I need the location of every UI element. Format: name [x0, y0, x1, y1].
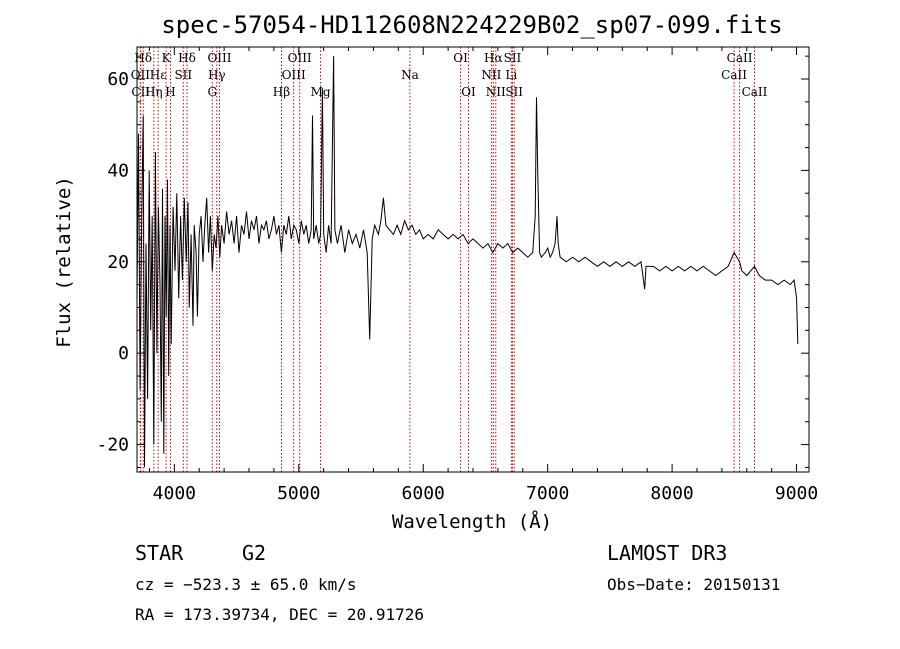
y-axis-label: Flux (relative) [53, 176, 75, 348]
spectral-line-label: OII [131, 68, 151, 82]
spectral-line-label: Hδ [178, 51, 196, 65]
survey-name: LAMOST DR3 [607, 541, 727, 565]
spectral-line-label: OIII [207, 51, 231, 65]
x-tick-label: 8000 [650, 483, 693, 504]
spectral-line-label: K [162, 51, 172, 65]
spectral-line-label: NII [481, 68, 501, 82]
spectral-line-label: Hβ [273, 85, 290, 99]
x-tick-label: 5000 [277, 483, 320, 504]
spectral-line-label: NII [486, 85, 506, 99]
spectral-line-label: Hδ [134, 51, 152, 65]
y-axis-ticks: -20 0 20 40 60 [96, 55, 809, 468]
spectral-line-label: CaII [721, 68, 747, 82]
y-tick-label: 60 [107, 69, 129, 90]
spectral-line-label: SII [505, 85, 523, 99]
plot-frame [136, 46, 810, 473]
spectral-line-label: CaII [742, 85, 768, 99]
spectral-line-label: CII [131, 85, 150, 99]
spectral-line-label: CaII [727, 51, 753, 65]
spectral-line-label: Hε [150, 68, 167, 82]
spectral-line-label: SII [174, 68, 192, 82]
y-tick-label: 20 [107, 252, 129, 273]
y-tick-label: 0 [118, 343, 129, 364]
y-tick-label: -20 [96, 435, 129, 456]
object-subclass: G2 [242, 541, 266, 565]
spectrum-line [136, 56, 799, 468]
chart-title: spec-57054-HD112608N224229B02_sp07-099.f… [161, 11, 782, 39]
spectral-line-label: G [207, 85, 217, 99]
spectral-line-label: Li [505, 68, 517, 82]
spectral-line-label: OIII [288, 51, 312, 65]
x-axis-label: Wavelength (Å) [392, 510, 552, 533]
redshift-velocity: cz = −523.3 ± 65.0 km/s [135, 575, 357, 594]
y-tick-label: 40 [107, 160, 129, 181]
coordinates: RA = 173.39734, DEC = 20.91726 [135, 605, 424, 624]
spectral-line-label: Mg [311, 85, 331, 99]
object-type: STAR [135, 541, 184, 565]
spectral-line-label: Hγ [208, 68, 226, 82]
spectral-line-markers [139, 47, 755, 472]
x-tick-label: 4000 [153, 483, 196, 504]
spectral-line-label: H [165, 85, 175, 99]
observation-date: Obs−Date: 20150131 [607, 575, 780, 594]
spectral-line-label: OIII [282, 68, 306, 82]
spectral-line-label: OI [461, 85, 476, 99]
spectral-line-labels: Hδ OII CII K Hε Hη H Hδ SII OIII Hγ G Hβ OIII OIII Mg Na… [131, 51, 768, 99]
spectral-line-label: SII [504, 51, 522, 65]
x-tick-label: 9000 [775, 483, 818, 504]
x-axis-ticks: 4000 5000 6000 7000 8000 9000 [148, 47, 818, 504]
x-tick-label: 6000 [402, 483, 445, 504]
spectral-line-label: Hη [145, 85, 163, 99]
spectral-line-label: Hα [484, 51, 503, 65]
spectral-line-label: Na [401, 68, 419, 82]
spectral-line-label: OI [453, 51, 468, 65]
x-tick-label: 7000 [526, 483, 569, 504]
